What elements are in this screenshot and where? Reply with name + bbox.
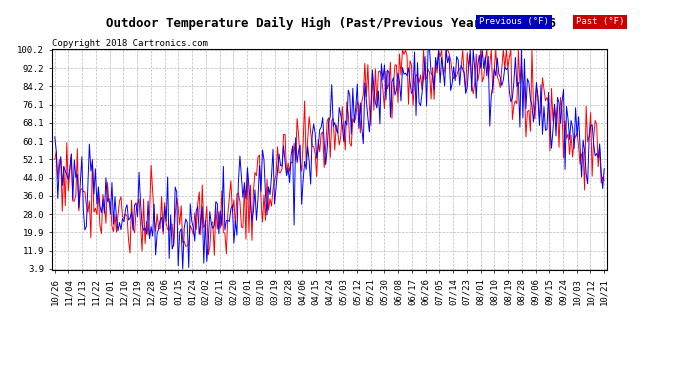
Text: Outdoor Temperature Daily High (Past/Previous Year) 20181026: Outdoor Temperature Daily High (Past/Pre… [106, 17, 556, 30]
Text: Copyright 2018 Cartronics.com: Copyright 2018 Cartronics.com [52, 39, 208, 48]
Text: Previous (°F): Previous (°F) [479, 17, 549, 26]
Text: Past (°F): Past (°F) [576, 17, 624, 26]
